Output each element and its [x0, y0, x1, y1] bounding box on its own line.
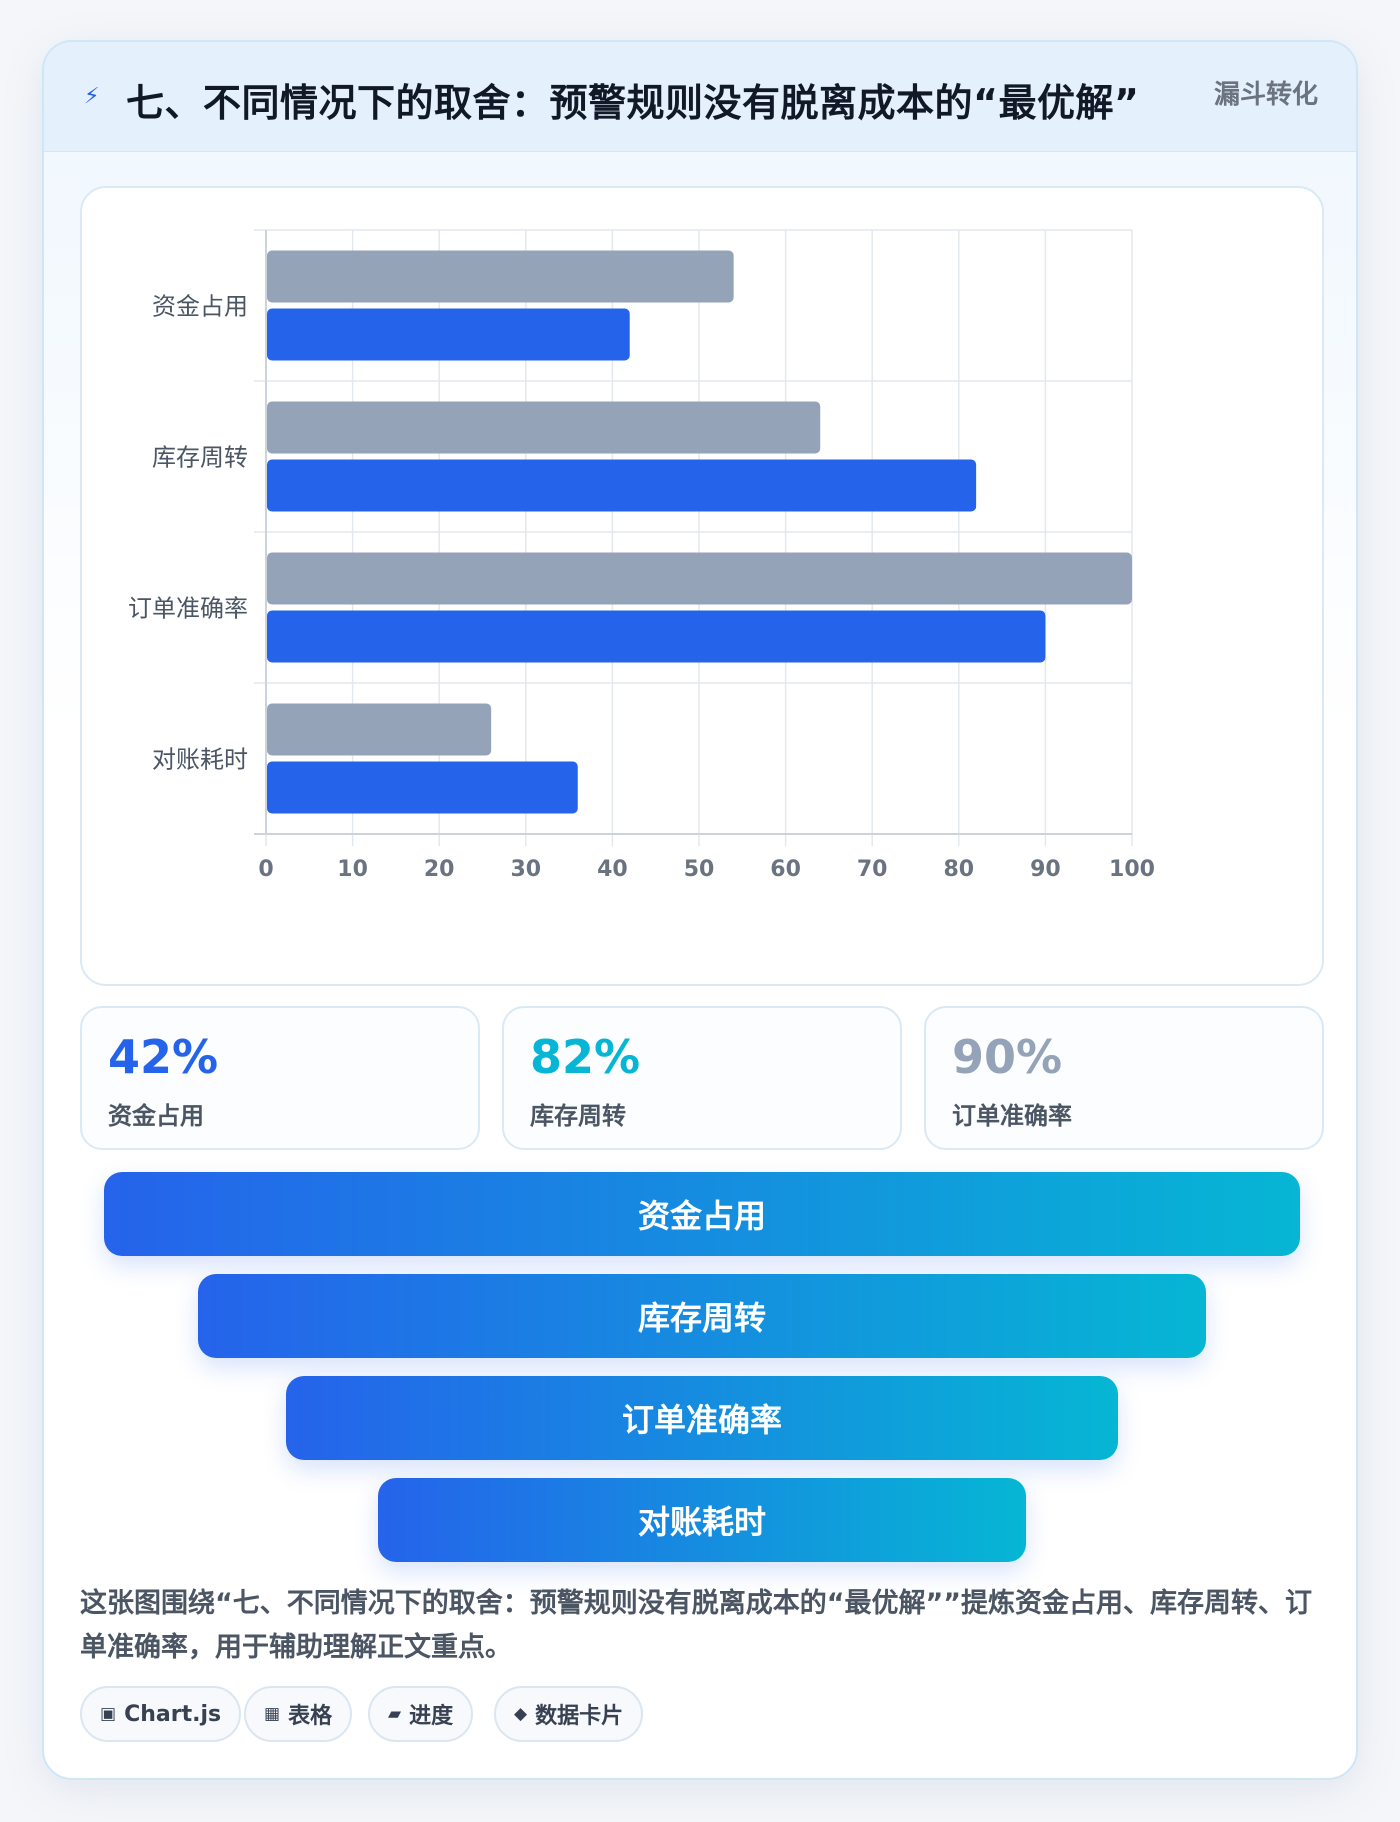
- bar: [267, 250, 734, 303]
- stat-label: 订单准确率: [952, 1102, 1072, 1130]
- x-tick-label: 100: [1109, 857, 1155, 882]
- chip-label: Chart.js: [124, 1701, 222, 1727]
- funnel-stage: 对账耗时: [378, 1478, 1026, 1562]
- y-category-label: 对账耗时: [152, 746, 248, 774]
- chart-panel: 0 10 20 30 40 50 60 70 80 90 100 资金占用库存周转订单准确率对账耗时: [80, 186, 1324, 986]
- chart-description: 这张图围绕“七、不同情况下的取舍：预警规则没有脱离成本的“最优解””提炼资金占用…: [80, 1588, 1312, 1663]
- chip-chartjs[interactable]: ▣ Chart.js: [80, 1686, 242, 1742]
- x-tick-label: 0: [258, 857, 273, 882]
- x-tick-label: 80: [943, 857, 974, 882]
- bar: [267, 552, 1132, 605]
- category-tag: 漏斗转化: [1213, 80, 1318, 110]
- stat-card: 90% 订单准确率: [924, 1006, 1324, 1150]
- chip-data-card[interactable]: ◆ 数据卡片: [494, 1686, 644, 1742]
- chart-icon: ▣: [100, 1704, 117, 1724]
- stat-label: 库存周转: [530, 1102, 626, 1130]
- x-tick-label: 40: [597, 857, 628, 882]
- card-header: ⚡ 七、不同情况下的取舍：预警规则没有脱离成本的“最优解” 漏斗转化: [44, 42, 1356, 152]
- bar: [267, 610, 1046, 663]
- bar: [267, 308, 630, 361]
- x-tick-label: 20: [424, 857, 455, 882]
- lightning-icon: ⚡: [84, 84, 100, 109]
- stat-value: 42%: [108, 1030, 219, 1084]
- stat-card: 42% 资金占用: [80, 1006, 480, 1150]
- stat-cards: 42% 资金占用 82% 库存周转 90% 订单准确率: [80, 1006, 1324, 1150]
- bar: [267, 401, 821, 454]
- stat-value: 82%: [530, 1030, 641, 1084]
- y-category-label: 库存周转: [152, 444, 248, 472]
- funnel-stage: 库存周转: [198, 1274, 1206, 1358]
- x-tick-label: 30: [510, 857, 541, 882]
- bar: [267, 703, 492, 756]
- x-tick-label: 90: [1030, 857, 1061, 882]
- chip-label: 进度: [409, 1704, 454, 1729]
- chip-progress[interactable]: ▰ 进度: [368, 1686, 474, 1742]
- bar: [267, 761, 578, 814]
- chip-table[interactable]: ▦ 表格: [244, 1686, 353, 1742]
- y-category-label: 资金占用: [152, 293, 248, 321]
- bar: [267, 459, 977, 512]
- diamond-icon: ◆: [514, 1704, 528, 1724]
- y-category-label: 订单准确率: [128, 595, 248, 623]
- stat-value: 90%: [952, 1030, 1063, 1084]
- page-title: 七、不同情况下的取舍：预警规则没有脱离成本的“最优解”: [126, 81, 1140, 125]
- stat-card: 82% 库存周转: [502, 1006, 902, 1150]
- chip-label: 数据卡片: [535, 1704, 624, 1729]
- stat-label: 资金占用: [108, 1102, 204, 1130]
- x-tick-label: 50: [684, 857, 715, 882]
- x-tick-label: 60: [770, 857, 801, 882]
- progress-icon: ▰: [388, 1704, 402, 1724]
- funnel-stage: 资金占用: [104, 1172, 1300, 1256]
- report-card: ⚡ 七、不同情况下的取舍：预警规则没有脱离成本的“最优解” 漏斗转化 0 10 20…: [42, 40, 1358, 1780]
- funnel-stage: 订单准确率: [286, 1376, 1118, 1460]
- x-tick-label: 70: [857, 857, 888, 882]
- table-icon: ▦: [264, 1704, 281, 1724]
- x-tick-label: 10: [337, 857, 368, 882]
- chip-label: 表格: [288, 1704, 333, 1729]
